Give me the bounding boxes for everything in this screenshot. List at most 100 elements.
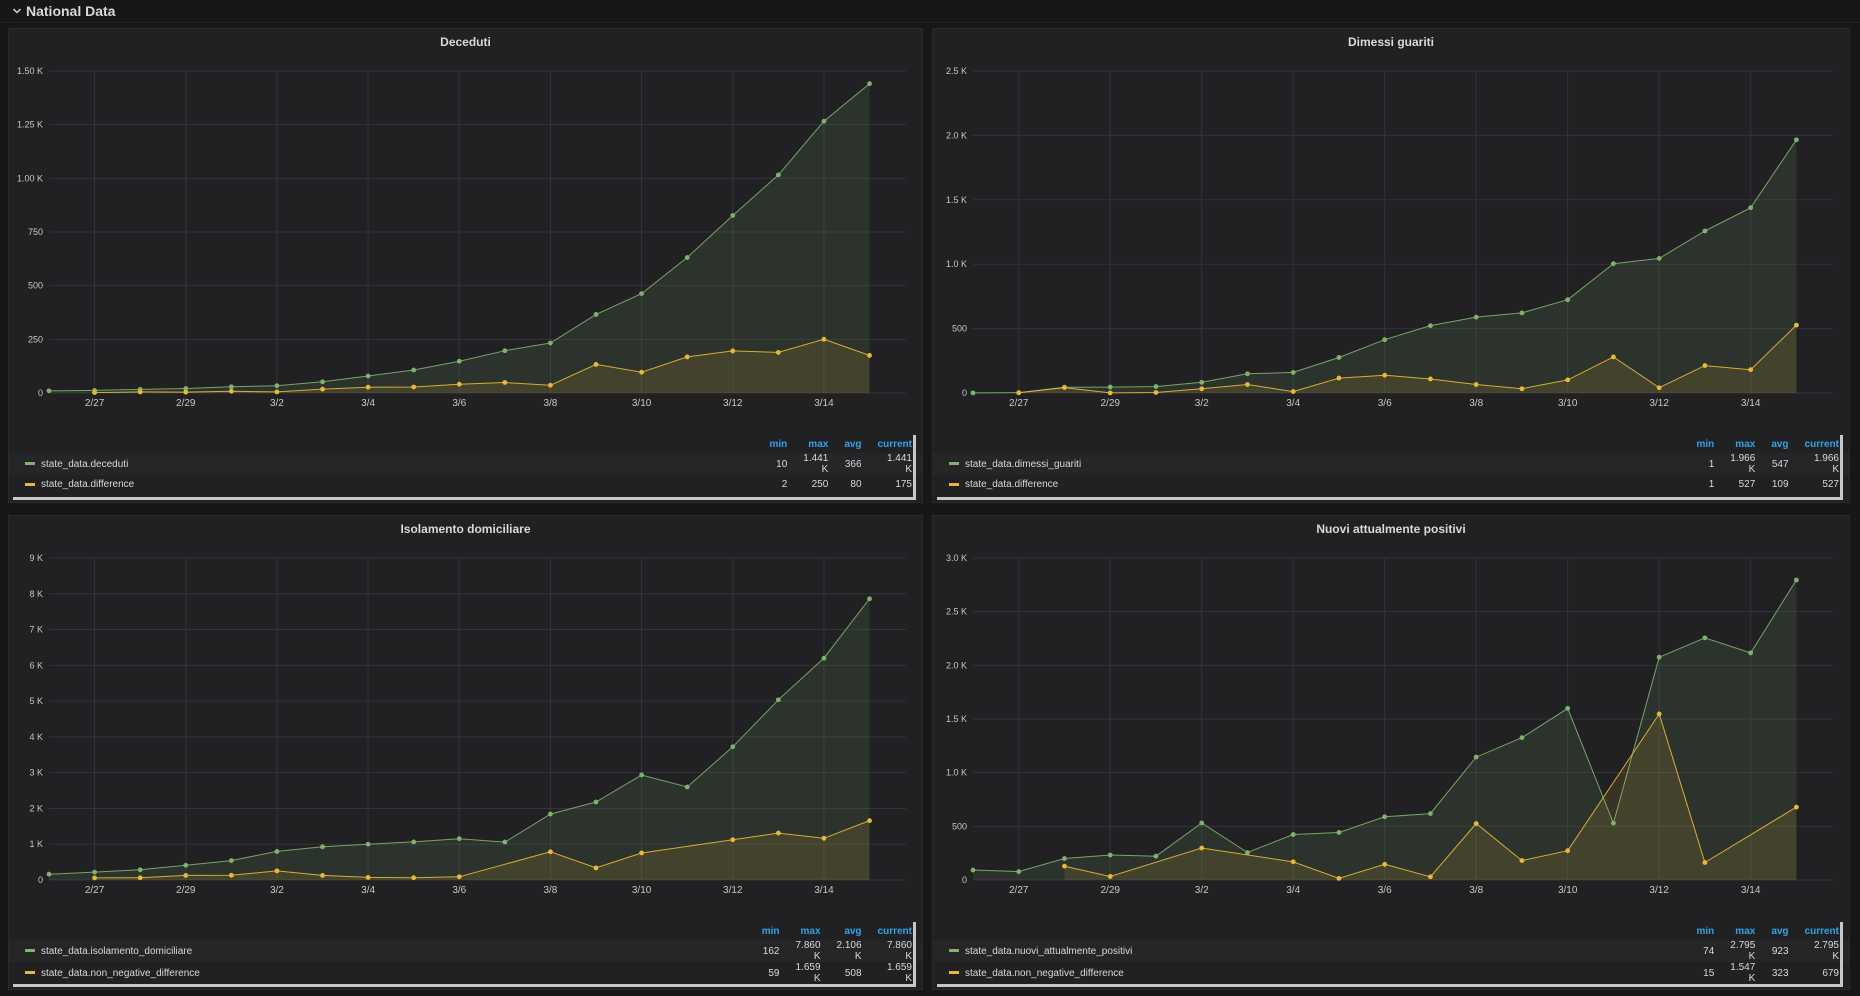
panel-title[interactable]: Dimessi guariti xyxy=(1347,35,1435,49)
legend-series-name[interactable]: state_data.difference xyxy=(933,475,1691,494)
x-tick-label: 3/8 xyxy=(543,398,557,409)
legend-series-row[interactable]: state_data.non_negative_difference 15 1.54… xyxy=(933,962,1849,984)
y-tick-label: 500 xyxy=(28,281,43,291)
x-tick-label: 3/2 xyxy=(1195,398,1209,409)
panel-title[interactable]: Isolamento domiciliare xyxy=(400,522,531,536)
legend-header-min[interactable]: min xyxy=(1696,925,1715,937)
series-color-swatch[interactable] xyxy=(25,971,35,975)
legend-series-name[interactable]: state_data.non_negative_difference xyxy=(9,962,756,984)
series-area-1 xyxy=(1018,325,1797,393)
x-tick-label: 3/4 xyxy=(1286,885,1300,896)
x-tick-label: 2/29 xyxy=(176,885,196,896)
legend-header-max[interactable]: max xyxy=(1735,438,1756,450)
data-point xyxy=(411,875,417,881)
legend-header-spacer xyxy=(9,922,756,940)
legend-header-max[interactable]: max xyxy=(808,438,829,450)
legend-header-avg[interactable]: avg xyxy=(1771,925,1789,937)
x-tick-label: 2/29 xyxy=(1100,398,1120,409)
legend-series-row[interactable]: state_data.nuovi_attualmente_positivi 74 2… xyxy=(933,940,1849,962)
legend-header-avg[interactable]: avg xyxy=(844,925,862,937)
data-point xyxy=(1656,654,1662,660)
legend-series-row[interactable]: state_data.difference 2 250 80 175 xyxy=(9,475,922,494)
legend-series-name[interactable]: state_data.deceduti xyxy=(9,453,764,475)
series-area-0 xyxy=(49,598,870,880)
legend-value-avg: 366 xyxy=(838,453,872,475)
data-point xyxy=(456,874,462,880)
data-point xyxy=(1565,377,1571,383)
legend-value-current: 175 xyxy=(895,479,912,490)
legend-series-row[interactable]: state_data.difference 1 527 109 527 xyxy=(933,475,1849,494)
y-tick-label: 1.50 K xyxy=(17,66,43,76)
data-point xyxy=(1062,385,1067,390)
data-point xyxy=(867,818,872,824)
data-point xyxy=(1656,385,1662,391)
row-header[interactable]: National Data xyxy=(0,0,1860,23)
chevron-down-icon[interactable] xyxy=(10,4,24,18)
chart-svg: 0 1 K 2 K 3 K 4 K 5 K 6 K 7 K 8 K 9 K 2/27 2/29 3/2 3… xyxy=(29,553,906,896)
series-color-swatch[interactable] xyxy=(25,462,35,466)
data-point xyxy=(1290,389,1296,394)
graph-panel-3[interactable]: Nuovi attualmente positivi 0 500 1.0 K 1.5 K… xyxy=(932,515,1850,990)
data-point xyxy=(365,841,371,847)
legend-header-max[interactable]: max xyxy=(800,925,821,937)
legend-header-current[interactable]: current xyxy=(1804,438,1839,450)
legend-series-row[interactable]: state_data.isolamento_domiciliare 162 7.86… xyxy=(9,940,922,962)
legend-header-min[interactable]: min xyxy=(1696,438,1715,450)
series-color-swatch[interactable] xyxy=(25,949,35,953)
legend-series-name[interactable]: state_data.nuovi_attualmente_positivi xyxy=(933,940,1691,962)
data-point xyxy=(1794,322,1799,328)
legend-series-name[interactable]: state_data.dimessi_guariti xyxy=(933,453,1691,475)
series-color-swatch[interactable] xyxy=(949,482,959,486)
legend-header-current[interactable]: current xyxy=(1804,925,1839,937)
data-point xyxy=(730,213,736,218)
series-color-swatch[interactable] xyxy=(949,971,959,975)
legend-scrollbar-horizontal[interactable] xyxy=(937,984,1843,987)
legend-scrollbar[interactable] xyxy=(913,435,916,498)
legend-value-avg: 547 xyxy=(1765,453,1799,475)
data-point xyxy=(274,868,280,874)
legend-header-max[interactable]: max xyxy=(1735,925,1756,937)
series-color-swatch[interactable] xyxy=(949,949,959,953)
legend-header-avg[interactable]: avg xyxy=(844,438,862,450)
legend-series-name[interactable]: state_data.non_negative_difference xyxy=(933,962,1691,984)
data-point xyxy=(1702,228,1708,234)
legend-value-max: 527 xyxy=(1738,479,1756,490)
legend-header-current[interactable]: current xyxy=(877,438,912,450)
legend-scrollbar-horizontal[interactable] xyxy=(13,984,916,987)
legend-series-name[interactable]: state_data.isolamento_domiciliare xyxy=(9,940,756,962)
graph-panel-1[interactable]: Dimessi guariti 0 500 1.0 K 1.5 K 2.0 K 2.5 K 2… xyxy=(932,28,1850,503)
series-color-swatch[interactable] xyxy=(25,482,35,486)
legend-series-row[interactable]: state_data.deceduti 10 1.441 K 366 1.441 K xyxy=(9,453,922,475)
legend-series-label: state_data.non_negative_difference xyxy=(41,967,200,979)
panel-title[interactable]: Nuovi attualmente positivi xyxy=(1316,522,1466,536)
legend-header-min[interactable]: min xyxy=(761,925,780,937)
graph-panel-0[interactable]: Deceduti 0 250 500 750 1.00 K 1.25 K 1.50 K 2/27… xyxy=(8,28,923,503)
legend-scrollbar-horizontal[interactable] xyxy=(13,497,916,500)
legend-value-max: 2.795 K xyxy=(1724,940,1766,962)
legend-series-row[interactable]: state_data.dimessi_guariti 1 1.966 K 547 1.9… xyxy=(933,453,1849,475)
data-point xyxy=(365,373,371,379)
legend-scrollbar-horizontal[interactable] xyxy=(937,497,1843,500)
data-point xyxy=(1794,137,1799,143)
series-area-1 xyxy=(94,820,870,880)
data-point xyxy=(821,655,827,661)
series-area-0 xyxy=(49,83,870,393)
data-point xyxy=(821,118,827,124)
legend-scrollbar[interactable] xyxy=(1840,435,1843,498)
legend-series-name[interactable]: state_data.difference xyxy=(9,475,764,494)
legend-value-current: 2.795 K xyxy=(1798,940,1849,962)
graph-panel-2[interactable]: Isolamento domiciliare 0 1 K 2 K 3 K 4 K 5 K 6 … xyxy=(8,515,923,990)
data-point xyxy=(1336,875,1342,881)
data-point xyxy=(1199,379,1205,385)
legend-scrollbar[interactable] xyxy=(913,922,916,985)
panel-title[interactable]: Deceduti xyxy=(440,35,491,49)
legend-header-min[interactable]: min xyxy=(769,438,788,450)
legend-series-row[interactable]: state_data.non_negative_difference 59 1.65… xyxy=(9,962,922,984)
legend-header-avg[interactable]: avg xyxy=(1771,438,1789,450)
x-tick-label: 3/8 xyxy=(1469,398,1483,409)
legend-header-current[interactable]: current xyxy=(877,925,912,937)
x-tick-label: 3/12 xyxy=(1649,885,1669,896)
data-point xyxy=(1107,852,1113,858)
series-color-swatch[interactable] xyxy=(949,462,959,466)
legend-scrollbar[interactable] xyxy=(1840,922,1843,985)
